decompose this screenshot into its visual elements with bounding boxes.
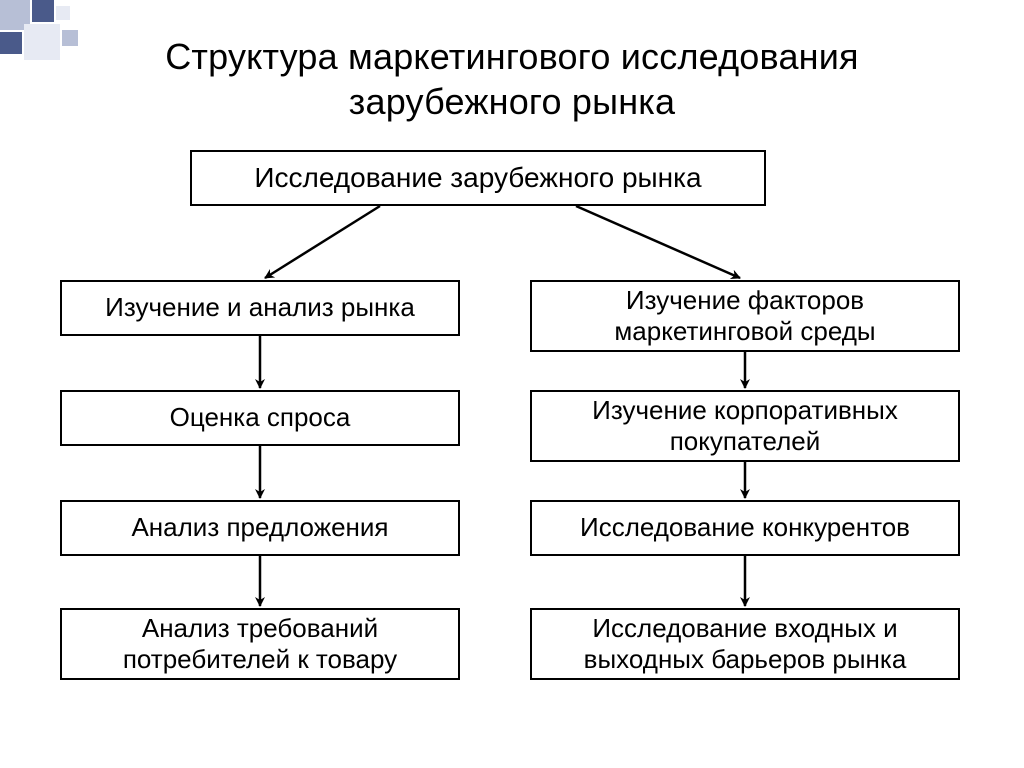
title-line1: Структура маркетингового исследования: [165, 36, 859, 77]
right-box-4-line1: Исследование входных и: [592, 613, 897, 643]
right-box-3-label: Исследование конкурентов: [580, 512, 910, 543]
right-box-1-line2: маркетинговой среды: [614, 316, 875, 346]
deco-sq: [62, 30, 78, 46]
right-box-2: Изучение корпоративных покупателей: [530, 390, 960, 462]
right-box-4: Исследование входных и выходных барьеров…: [530, 608, 960, 680]
slide-deco: [0, 0, 170, 70]
right-box-3: Исследование конкурентов: [530, 500, 960, 556]
deco-sq: [56, 6, 70, 20]
left-box-4-line1: Анализ требований: [142, 613, 378, 643]
right-box-2-line2: покупателей: [670, 426, 821, 456]
right-box-2-line1: Изучение корпоративных: [592, 395, 898, 425]
left-box-2-label: Оценка спроса: [170, 402, 351, 433]
title-line2: зарубежного рынка: [349, 81, 675, 122]
right-box-1: Изучение факторов маркетинговой среды: [530, 280, 960, 352]
left-box-4-line2: потребителей к товару: [123, 644, 397, 674]
deco-sq: [0, 32, 22, 54]
left-box-2: Оценка спроса: [60, 390, 460, 446]
left-box-3: Анализ предложения: [60, 500, 460, 556]
right-box-1-line1: Изучение факторов: [626, 285, 864, 315]
left-box-4: Анализ требований потребителей к товару: [60, 608, 460, 680]
left-box-1: Изучение и анализ рынка: [60, 280, 460, 336]
left-box-1-label: Изучение и анализ рынка: [105, 292, 415, 323]
root-box: Исследование зарубежного рынка: [190, 150, 766, 206]
deco-sq: [24, 24, 60, 60]
root-label: Исследование зарубежного рынка: [254, 161, 701, 195]
right-box-4-line2: выходных барьеров рынка: [584, 644, 907, 674]
left-box-3-label: Анализ предложения: [131, 512, 388, 543]
deco-sq: [32, 0, 54, 22]
